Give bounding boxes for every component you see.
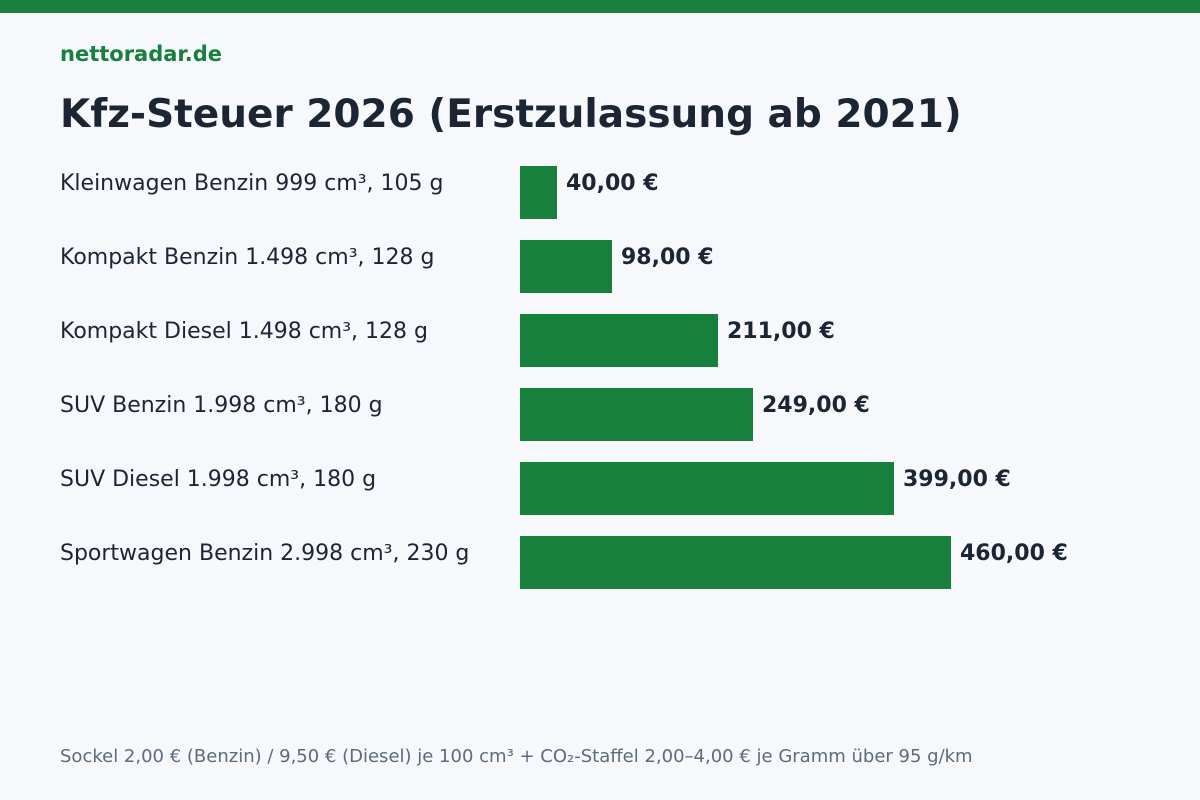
- value-label: 98,00 €: [621, 245, 714, 270]
- category-label: Sportwagen Benzin 2.998 cm³, 230 g: [60, 541, 470, 566]
- category-label: Kleinwagen Benzin 999 cm³, 105 g: [60, 171, 444, 196]
- bar: [520, 314, 718, 367]
- value-label: 399,00 €: [903, 467, 1011, 492]
- category-label: SUV Diesel 1.998 cm³, 180 g: [60, 467, 377, 492]
- category-label: Kompakt Diesel 1.498 cm³, 128 g: [60, 319, 428, 344]
- bar: [520, 166, 557, 219]
- value-label: 40,00 €: [566, 171, 659, 196]
- value-label: 211,00 €: [727, 319, 835, 344]
- bar: [520, 240, 612, 293]
- bar: [520, 536, 951, 589]
- brand-name: nettoradar.de: [60, 42, 223, 66]
- bar: [520, 462, 894, 515]
- value-label: 460,00 €: [960, 541, 1068, 566]
- chart-title: Kfz-Steuer 2026 (Erstzulassung ab 2021): [60, 92, 962, 137]
- category-label: SUV Benzin 1.998 cm³, 180 g: [60, 393, 383, 418]
- top-accent-bar: [0, 0, 1200, 13]
- category-label: Kompakt Benzin 1.498 cm³, 128 g: [60, 245, 435, 270]
- value-label: 249,00 €: [762, 393, 870, 418]
- footnote: Sockel 2,00 € (Benzin) / 9,50 € (Diesel)…: [60, 746, 973, 767]
- bar: [520, 388, 753, 441]
